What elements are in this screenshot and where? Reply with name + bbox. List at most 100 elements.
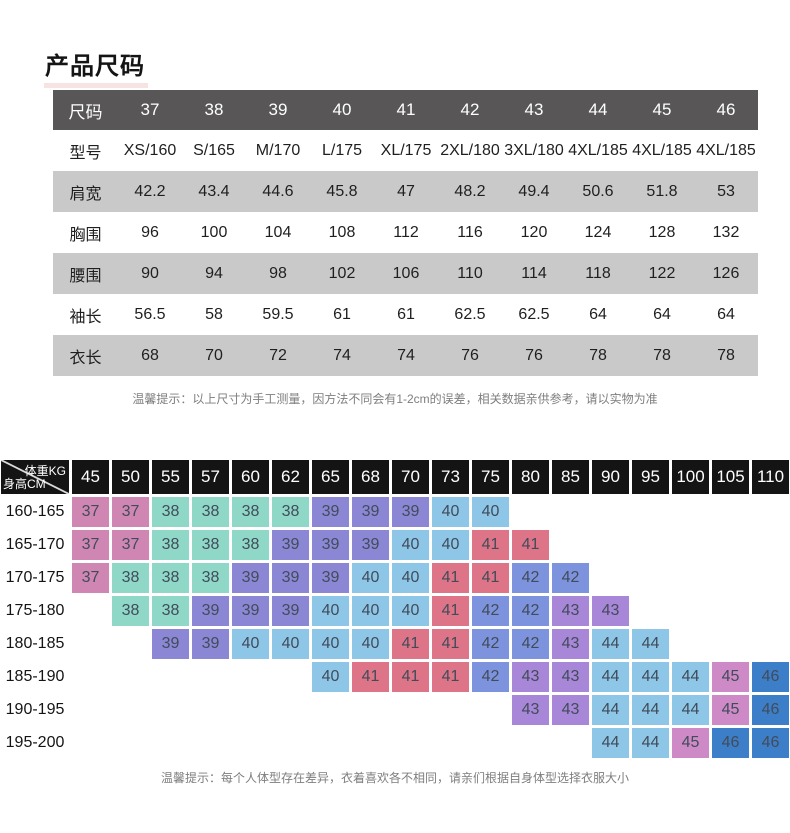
matrix-size-cell: 38 (152, 497, 189, 527)
size-table-cell: 64 (589, 305, 607, 323)
size-table-row: 衣长 68 70 72 74 74 76 76 78 78 78 (53, 335, 758, 376)
size-table-cell: 4XL/185 (696, 141, 756, 159)
size-table-cell: 42.2 (134, 182, 166, 200)
matrix-size-cell: 43 (552, 662, 589, 692)
matrix-empty-cell (632, 596, 669, 626)
matrix-size-cell: 38 (112, 596, 149, 626)
matrix-weight-header: 45 (72, 460, 109, 494)
size-table-row-label: 胸围 (69, 226, 102, 244)
matrix-empty-cell (552, 497, 589, 527)
size-table-row-label: 袖长 (69, 308, 102, 326)
size-table-cell: 3XL/180 (504, 141, 564, 159)
matrix-size-cell: 43 (592, 596, 629, 626)
matrix-weight-header: 105 (712, 460, 749, 494)
matrix-weight-header: 50 (112, 460, 149, 494)
matrix-empty-cell (272, 662, 309, 692)
size-table-cell: 102 (328, 264, 356, 282)
matrix-size-cell: 38 (192, 563, 229, 593)
size-table-cell: 61 (333, 305, 351, 323)
matrix-empty-cell (192, 662, 229, 692)
matrix-size-cell: 42 (472, 629, 509, 659)
matrix-size-cell: 42 (472, 662, 509, 692)
matrix-size-cell: 45 (672, 728, 709, 758)
size-table-cell: 44.6 (262, 182, 294, 200)
matrix-weight-header: 62 (272, 460, 309, 494)
matrix-weight-header: 55 (152, 460, 189, 494)
size-table-cell: 53 (717, 182, 735, 200)
matrix-size-cell: 42 (512, 596, 549, 626)
title-underline (44, 83, 148, 88)
matrix-size-cell: 39 (192, 596, 229, 626)
matrix-empty-cell (72, 728, 109, 758)
matrix-empty-cell (112, 662, 149, 692)
size-table-cell: 48.2 (454, 182, 486, 200)
matrix-size-cell: 39 (312, 497, 349, 527)
size-table-cell: 90 (141, 264, 159, 282)
matrix-size-cell: 40 (392, 563, 429, 593)
matrix-size-cell: 44 (632, 629, 669, 659)
matrix-weight-header: 70 (392, 460, 429, 494)
matrix-size-cell: 38 (152, 563, 189, 593)
matrix-empty-cell (552, 530, 589, 560)
size-table-cell: 50.6 (582, 182, 614, 200)
matrix-height-label: 165-170 (1, 530, 69, 560)
matrix-size-cell: 39 (232, 563, 269, 593)
matrix-empty-cell (312, 728, 349, 758)
size-table-cell: 59.5 (262, 305, 294, 323)
size-table-cell: 4XL/185 (568, 141, 628, 159)
matrix-size-cell: 46 (752, 662, 789, 692)
matrix-empty-cell (512, 497, 549, 527)
matrix-empty-cell (152, 662, 189, 692)
matrix-empty-cell (112, 629, 149, 659)
matrix-size-cell: 40 (432, 497, 469, 527)
size-table-cell: 76 (461, 346, 479, 364)
size-table-cell: 61 (397, 305, 415, 323)
matrix-empty-cell (72, 662, 109, 692)
size-table-cell: 116 (457, 223, 483, 241)
matrix-size-cell: 41 (392, 629, 429, 659)
matrix-size-cell: 38 (152, 596, 189, 626)
size-table-note: 温馨提示：以上尺寸为手工测量，因方法不同会有1-2cm的误差，相关数据亲供参考，… (132, 392, 658, 406)
size-table-cell: 98 (269, 264, 287, 282)
matrix-height-label: 190-195 (1, 695, 69, 725)
matrix-size-cell: 41 (352, 662, 389, 692)
matrix-size-cell: 41 (432, 563, 469, 593)
matrix-height-label: 195-200 (1, 728, 69, 758)
height-weight-matrix: 体重KG 身高CM 45 50 55 57 60 62 65 68 70 73 75 80 85 90 95 10… (1, 460, 789, 758)
size-table-cell: 108 (328, 223, 356, 241)
matrix-size-cell: 39 (192, 629, 229, 659)
matrix-size-cell: 44 (592, 728, 629, 758)
matrix-size-cell: 44 (592, 662, 629, 692)
matrix-size-cell: 39 (272, 530, 309, 560)
matrix-size-cell: 40 (272, 629, 309, 659)
matrix-empty-cell (272, 695, 309, 725)
size-table-cell: 78 (589, 346, 607, 364)
matrix-empty-cell (472, 728, 509, 758)
matrix-size-cell: 40 (312, 629, 349, 659)
matrix-size-cell: 40 (432, 530, 469, 560)
size-table-cell: 4XL/185 (632, 141, 692, 159)
matrix-empty-cell (392, 695, 429, 725)
matrix-empty-cell (392, 728, 429, 758)
size-table-cell: 114 (521, 264, 547, 282)
size-table-row: 袖长 56.5 58 59.5 61 61 62.5 62.5 64 64 64 (53, 294, 758, 335)
size-table-cell: 58 (205, 305, 223, 323)
matrix-empty-cell (232, 728, 269, 758)
size-table-cell: 62.5 (454, 305, 486, 323)
height-weight-grid: 体重KG 身高CM 45 50 55 57 60 62 65 68 70 73 75 80 85 90 95 10… (1, 460, 789, 758)
size-table-header-value: 39 (268, 100, 288, 119)
matrix-size-cell: 38 (192, 530, 229, 560)
matrix-empty-cell (352, 728, 389, 758)
matrix-size-cell: 45 (712, 695, 749, 725)
matrix-empty-cell (752, 497, 789, 527)
matrix-size-cell: 40 (472, 497, 509, 527)
size-table-row-label: 腰围 (69, 267, 102, 285)
matrix-height-label: 180-185 (1, 629, 69, 659)
matrix-size-cell: 40 (312, 662, 349, 692)
matrix-height-label: 185-190 (1, 662, 69, 692)
matrix-empty-cell (312, 695, 349, 725)
matrix-size-cell: 45 (712, 662, 749, 692)
matrix-empty-cell (712, 596, 749, 626)
size-table-cell: 126 (712, 264, 740, 282)
matrix-weight-header: 80 (512, 460, 549, 494)
